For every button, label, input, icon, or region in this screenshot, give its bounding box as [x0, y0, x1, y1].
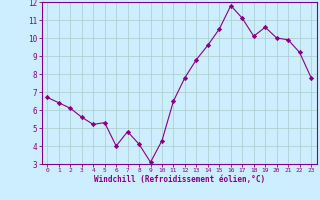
X-axis label: Windchill (Refroidissement éolien,°C): Windchill (Refroidissement éolien,°C) [94, 175, 265, 184]
